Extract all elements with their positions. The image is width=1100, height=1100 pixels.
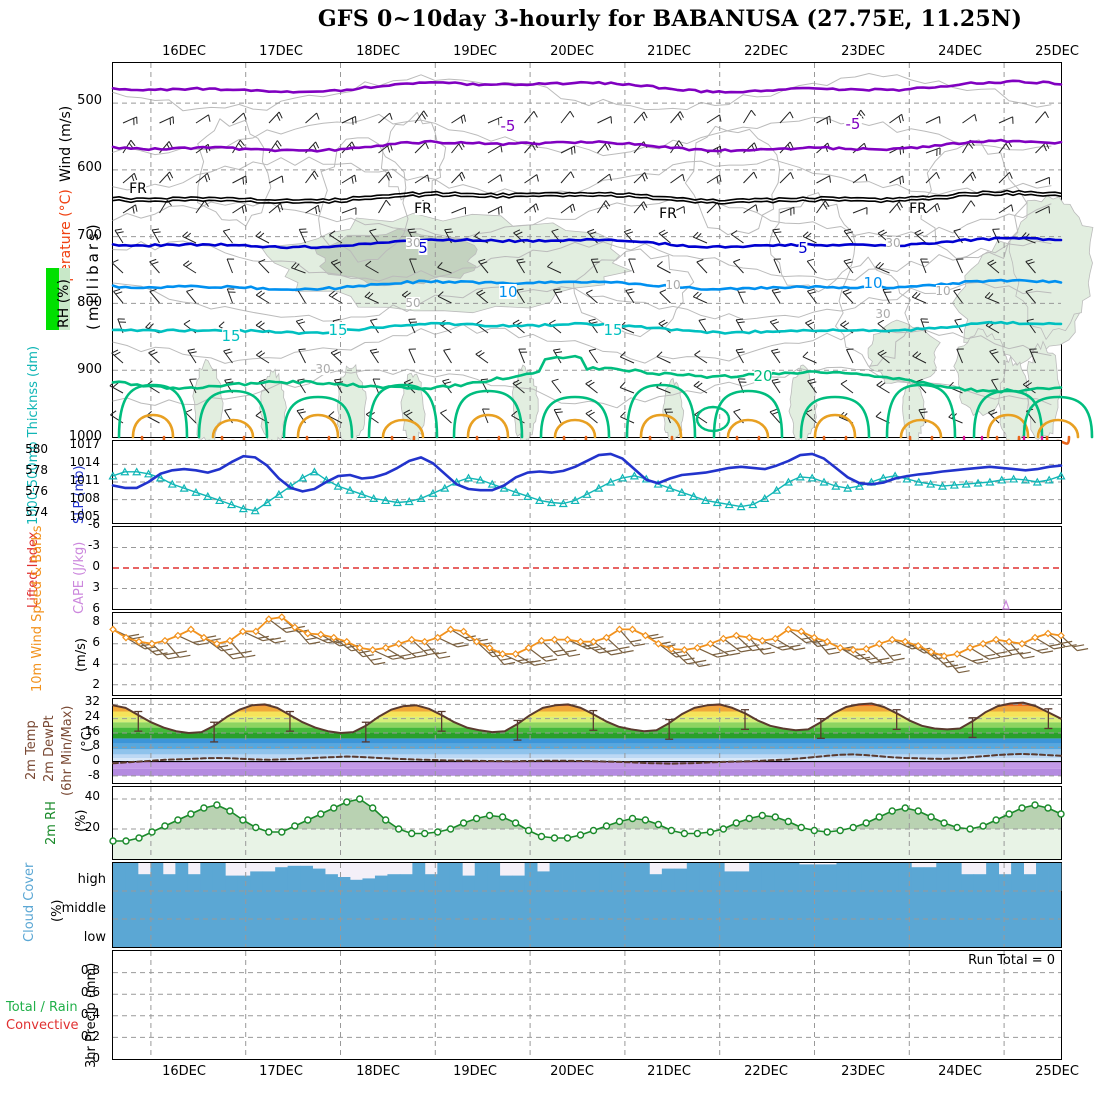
cloud-row-label-low: low: [83, 930, 106, 945]
svg-text:20: 20: [753, 367, 772, 385]
panel-2m-temp-dewpt[interactable]: [112, 698, 1062, 784]
x-axis-label-19dec: 19DEC: [453, 44, 497, 59]
run-total-label: Run Total = 0: [968, 953, 1055, 968]
ytick-thickness-580: 580: [25, 441, 48, 456]
ytick-slp-1008: 1008: [69, 491, 100, 505]
ytick-slp-1014: 1014: [69, 455, 100, 469]
x-axis-label-20dec: 20DEC: [550, 1064, 594, 1079]
ytick-wind-4: 4: [92, 655, 100, 670]
ytick-li--6: -6: [88, 517, 100, 531]
x-axis-label-22dec: 22DEC: [744, 1064, 788, 1079]
svg-text:FR: FR: [129, 181, 147, 197]
svg-text:15: 15: [328, 321, 347, 339]
ytick-precip-0: 0: [92, 1051, 100, 1065]
x-axis-label-16dec: 16DEC: [162, 44, 206, 59]
x-axis-label-24dec: 24DEC: [938, 44, 982, 59]
x-axis-label-20dec: 20DEC: [550, 44, 594, 59]
svg-text:-5: -5: [846, 115, 861, 133]
ytick-pressure-500: 500: [77, 93, 102, 109]
x-axis-label-24dec: 24DEC: [938, 1064, 982, 1079]
ytick-wind-6: 6: [92, 634, 100, 649]
ytick-precip-0.4: 0.4: [80, 1007, 100, 1021]
ytick-wind-8: 8: [92, 613, 100, 628]
svg-text:10: 10: [498, 283, 517, 301]
panel-10m-wind[interactable]: [109, 612, 1089, 696]
x-axis-label-25dec: 25DEC: [1035, 44, 1079, 59]
x-axis-label-18dec: 18DEC: [356, 1064, 400, 1079]
panel-precip[interactable]: Run Total = 0: [112, 950, 1062, 1060]
ytick-temp-32: 32: [84, 694, 100, 709]
ytick-precip-0.2: 0.2: [80, 1029, 100, 1043]
ytick-li--3: -3: [88, 538, 100, 552]
page-title: GFS 0~10day 3-hourly for BABANUSA (27.75…: [317, 6, 1023, 32]
ytick-pressure-1000: 1000: [68, 429, 102, 444]
ytick-rh-20: 20: [84, 820, 100, 835]
ytick-precip-0.8: 0.8: [80, 963, 100, 977]
axis-title-precip-convective: Convective: [6, 1018, 79, 1033]
x-axis-label-17dec: 17DEC: [259, 1064, 303, 1079]
ytick-thickness-576: 576: [25, 483, 48, 498]
svg-text:15: 15: [221, 327, 240, 345]
svg-text:5: 5: [798, 239, 808, 257]
axis-title-wind10: 10m Wind Speed & Barbs: [30, 525, 45, 692]
ytick-temp-8: 8: [92, 738, 100, 753]
svg-text:-5: -5: [501, 117, 516, 135]
svg-text:30: 30: [885, 236, 900, 250]
ytick-wind-2: 2: [92, 676, 100, 691]
x-axis-label-25dec: 25DEC: [1035, 1064, 1079, 1079]
panel-lifted-index-cape[interactable]: [112, 526, 1062, 610]
x-axis-label-21dec: 21DEC: [647, 1064, 691, 1079]
ytick-li-6: 6: [92, 601, 100, 615]
svg-text:15: 15: [603, 321, 622, 339]
axis-title-2m-temp: 2m Temp: [24, 720, 39, 780]
svg-text:30: 30: [405, 236, 420, 250]
svg-text:30: 30: [315, 362, 330, 376]
axis-title-thickness: 1000-500mb Thicknss (dm): [26, 345, 41, 525]
x-axis-label-17dec: 17DEC: [259, 44, 303, 59]
svg-text:10: 10: [935, 284, 950, 298]
cloud-row-label-high: high: [77, 872, 106, 887]
ytick-rh-40: 40: [84, 789, 100, 804]
x-axis-label-19dec: 19DEC: [453, 1064, 497, 1079]
ytick-li-0: 0: [92, 559, 100, 573]
panel-upper-air[interactable]: -5 -5 FR FR FR FR 5 5 10 10 15 15 15 20 30 30 30 30 50 10 10: [109, 62, 1094, 485]
ytick-temp-16: 16: [84, 723, 100, 738]
x-axis-label-16dec: 16DEC: [162, 1064, 206, 1079]
svg-text:50: 50: [405, 296, 420, 310]
axis-title-precip-total: Total / Rain: [6, 1000, 78, 1015]
svg-text:FR: FR: [414, 201, 432, 217]
x-axis-label-23dec: 23DEC: [841, 44, 885, 59]
x-axis-label-21dec: 21DEC: [647, 44, 691, 59]
ytick-pressure-900: 900: [77, 361, 102, 377]
ytick-pressure-700: 700: [77, 227, 102, 243]
ytick-temp-24: 24: [84, 709, 100, 724]
ytick-pressure-800: 800: [77, 294, 102, 310]
svg-text:FR: FR: [659, 206, 677, 222]
axis-title-rh-box: [46, 268, 70, 330]
svg-text:30: 30: [875, 307, 890, 321]
ytick-thickness-574: 574: [25, 504, 48, 519]
ytick-thickness-578: 578: [25, 462, 48, 477]
x-axis-label-18dec: 18DEC: [356, 44, 400, 59]
cloud-row-label-middle: middle: [61, 901, 106, 916]
panel-slp-thickness[interactable]: [108, 440, 1066, 524]
x-axis-label-22dec: 22DEC: [744, 44, 788, 59]
ytick-li-3: 3: [92, 580, 100, 594]
axis-title-cloud-cover: Cloud Cover: [22, 862, 37, 942]
ytick-temp--8: -8: [88, 767, 100, 782]
svg-text:10: 10: [665, 278, 680, 292]
ytick-slp-1005: 1005: [69, 509, 100, 523]
svg-text:5: 5: [418, 239, 428, 257]
ytick-slp-1011: 1011: [69, 473, 100, 487]
panel-cloud-cover[interactable]: [112, 862, 1062, 948]
ytick-temp-0: 0: [92, 753, 100, 768]
svg-text:10: 10: [863, 274, 882, 292]
ytick-precip-0.6: 0.6: [80, 985, 100, 999]
panel-2m-rh[interactable]: [109, 786, 1065, 860]
x-axis-label-23dec: 23DEC: [841, 1064, 885, 1079]
ytick-slp-1017: 1017: [69, 437, 100, 451]
ytick-pressure-600: 600: [77, 160, 102, 176]
svg-text:FR: FR: [909, 201, 927, 217]
